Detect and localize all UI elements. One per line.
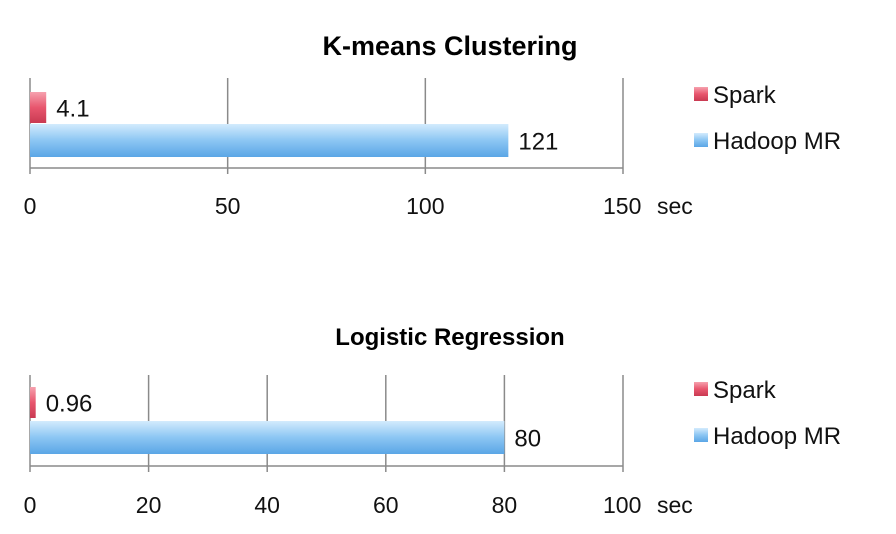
legend-swatch-spark	[694, 382, 708, 396]
legend-swatch-hadoop-mr	[694, 428, 708, 442]
x-tick-label: 150	[603, 193, 641, 219]
axis-unit-label: sec	[657, 492, 693, 518]
legend-swatch-spark	[694, 87, 708, 101]
chart-title: Logistic Regression	[335, 324, 564, 351]
x-tick-label: 80	[492, 492, 518, 518]
x-tick-label: 50	[215, 193, 241, 219]
data-label: 0.96	[46, 391, 93, 418]
x-tick-label: 20	[136, 492, 162, 518]
data-label: 121	[518, 129, 558, 156]
x-tick-label: 0	[24, 193, 37, 219]
legend-swatch-hadoop-mr	[694, 133, 708, 147]
data-label: 4.1	[56, 96, 89, 123]
x-tick-label: 40	[254, 492, 280, 518]
x-tick-label: 100	[603, 492, 641, 518]
legend-label-hadoop-mr: Hadoop MR	[713, 128, 841, 155]
bar-hadoop-mr	[30, 421, 505, 454]
data-label: 80	[514, 426, 541, 453]
x-tick-label: 100	[406, 193, 444, 219]
bar-hadoop-mr	[30, 124, 509, 157]
x-tick-label: 0	[24, 492, 37, 518]
legend-label-hadoop-mr: Hadoop MR	[713, 423, 841, 450]
axis-unit-label: sec	[657, 193, 693, 219]
bar-spark	[30, 387, 36, 418]
legend-label-spark: Spark	[713, 82, 777, 109]
chart-title: K-means Clustering	[322, 31, 577, 61]
x-tick-label: 60	[373, 492, 399, 518]
legend-label-spark: Spark	[713, 377, 777, 404]
bar-spark	[30, 92, 47, 123]
